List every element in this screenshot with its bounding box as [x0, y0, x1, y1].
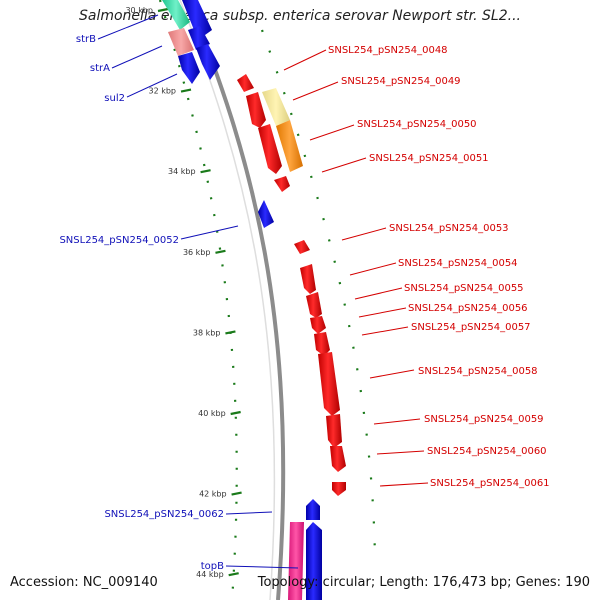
leader-line	[309, 124, 355, 141]
leader-line	[361, 326, 409, 336]
tick-label: 38 kbp	[193, 328, 221, 337]
gene-label-0053: SNSL254_pSN254_0053	[389, 223, 509, 234]
gene-feature-sul2-b	[196, 44, 220, 80]
gene-feature-0052	[258, 200, 274, 228]
gene-label-0059: SNSL254_pSN254_0059	[424, 414, 544, 425]
leader-line	[369, 369, 415, 379]
leader-line	[292, 81, 339, 101]
gene-label-0061: SNSL254_pSN254_0061	[430, 478, 550, 489]
tick-label: 36 kbp	[183, 248, 211, 257]
gene-feature-0051	[276, 120, 303, 172]
tick-mark	[157, 7, 169, 13]
tick-mark	[200, 169, 211, 174]
tick-label: 30 kbp	[125, 6, 153, 15]
tick-mark	[231, 491, 242, 496]
gene-label-0054: SNSL254_pSN254_0054	[398, 258, 518, 269]
tick-label: 44 kbp	[196, 570, 224, 579]
gene-feature-topB	[306, 522, 322, 600]
gene-feature-strA	[168, 28, 194, 56]
gene-label-0048: SNSL254_pSN254_0048	[328, 45, 448, 56]
gene-feature-0056	[310, 316, 326, 334]
leader-line	[341, 227, 387, 241]
gene-labels-left: strB strA sul2 SNSL254_pSN254_0052 SNSL2…	[59, 34, 224, 572]
leader-line	[111, 45, 163, 69]
leader-line	[225, 511, 273, 515]
gene-label-0050: SNSL254_pSN254_0050	[357, 119, 477, 130]
leader-line	[354, 287, 403, 300]
gene-label-sul2: sul2	[104, 93, 125, 104]
tick-label: 32 kbp	[148, 87, 176, 96]
gene-feature-0057	[314, 332, 330, 356]
tick-label: 34 kbp	[168, 167, 196, 176]
leader-line	[180, 225, 239, 240]
tick-mark	[228, 572, 239, 577]
gene-label-0049: SNSL254_pSN254_0049	[341, 76, 461, 87]
gene-feature-0050	[262, 88, 290, 126]
gene-feature-0061	[332, 482, 346, 496]
gene-feature-sul2-a	[178, 52, 200, 84]
gene-label-topB: topB	[201, 561, 224, 572]
leader-line	[373, 418, 421, 425]
gene-label-0060: SNSL254_pSN254_0060	[427, 446, 547, 457]
gene-feature-0059	[326, 414, 342, 448]
gene-label-strA: strA	[90, 63, 110, 74]
tick-mark	[230, 410, 241, 416]
gene-label-0052: SNSL254_pSN254_0052	[59, 235, 179, 246]
gene-label-0051: SNSL254_pSN254_0051	[369, 153, 489, 164]
gene-feature-0060	[330, 446, 346, 472]
gene-label-strB: strB	[76, 34, 96, 45]
tick-mark	[215, 249, 226, 254]
gene-label-0056: SNSL254_pSN254_0056	[408, 303, 528, 314]
gene-label-0055: SNSL254_pSN254_0055	[404, 283, 524, 294]
leader-line	[225, 565, 299, 569]
leader-line	[283, 49, 327, 71]
gene-feature-0050-fwd	[258, 124, 282, 174]
gene-feature-0062	[306, 499, 320, 520]
leader-line	[358, 307, 407, 318]
tick-labels: 30 kbp 32 kbp 34 kbp 36 kbp 38 kbp 40 kbp 42 k…	[125, 6, 226, 579]
gene-feature-pink	[288, 522, 304, 600]
leader-line	[349, 262, 397, 276]
accession-text: Accession: NC_009140	[10, 575, 158, 590]
leader-line	[376, 450, 425, 455]
tick-mark	[225, 330, 236, 335]
leader-lines	[97, 14, 429, 569]
leader-line	[126, 73, 178, 98]
tick-marks	[157, 7, 242, 577]
gene-feature-0048	[237, 74, 254, 92]
gene-feature-0049	[246, 92, 266, 128]
gene-feature-0053	[294, 240, 310, 254]
gene-features	[162, 0, 346, 600]
gene-feature-strB-rev	[182, 0, 212, 40]
tick-mark	[180, 88, 192, 93]
gene-feature-strA-rev	[188, 26, 210, 50]
gene-label-0057: SNSL254_pSN254_0057	[411, 322, 531, 333]
tick-label: 42 kbp	[199, 490, 227, 499]
gene-feature-strB	[162, 0, 190, 30]
tick-label: 40 kbp	[198, 409, 226, 418]
leader-line	[321, 157, 367, 173]
tick-ruler-outer	[260, 29, 377, 561]
gene-feature-0054	[300, 264, 316, 294]
gene-labels-right: SNSL254_pSN254_0048 SNSL254_pSN254_0049 …	[328, 45, 550, 489]
gene-label-0058: SNSL254_pSN254_0058	[418, 366, 538, 377]
gene-label-0062: SNSL254_pSN254_0062	[104, 509, 224, 520]
topology-summary: Topology: circular; Length: 176,473 bp; …	[257, 575, 590, 590]
leader-line	[379, 482, 429, 487]
leader-line	[97, 14, 159, 40]
gene-feature-0055	[306, 292, 322, 318]
gene-feature-0051-tail	[274, 176, 290, 192]
gene-feature-0058	[318, 352, 340, 416]
